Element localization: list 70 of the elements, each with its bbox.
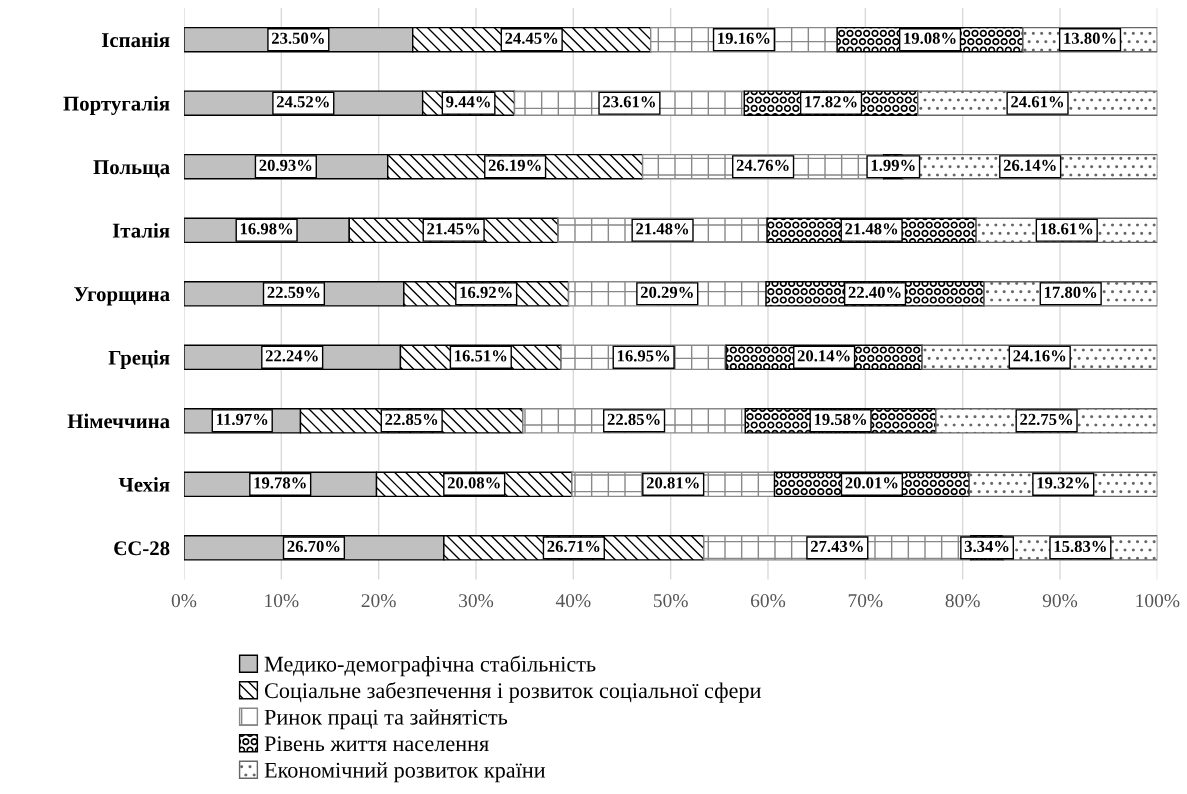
x-tick-label: 30% [459,594,494,608]
data-label: 18.61% [1041,223,1093,235]
data-label: 26.70% [287,540,340,553]
data-label: 9.44% [446,96,490,108]
data-label: 24.16% [1013,350,1066,362]
legend-label: Економічний розвиток країни [264,762,546,783]
data-label: 21.48% [845,223,898,235]
x-tick-label: 70% [848,594,883,608]
x-tick-label: 40% [555,594,591,608]
data-label: 26.19% [488,159,541,171]
y-tick-label: Португалія [63,95,170,115]
y-tick-label: Угорщина [74,287,170,306]
data-label: 15.83% [1054,540,1106,553]
data-label: 20.29% [640,286,693,299]
data-label: 20.14% [797,350,850,362]
data-label: 20.81% [646,477,699,489]
x-tick-label: 90% [1042,594,1078,608]
y-tick-label: Німеччина [67,413,170,429]
y-tick-label: ЄС-28 [114,541,170,556]
y-tick-label: Італія [112,223,170,238]
data-label: 19.78% [254,477,306,489]
data-label: 24.76% [736,159,789,171]
x-tick-label: 100% [1136,594,1180,608]
data-label: 26.71% [547,540,600,553]
data-label: 20.01% [845,477,898,489]
x-tick-label: 0% [171,594,197,608]
data-label: 22.59% [267,286,320,299]
data-label: 20.93% [259,159,312,171]
data-label: 16.92% [460,286,512,299]
data-label: 16.51% [455,350,507,362]
data-label: 22.85% [385,413,438,426]
data-label: 16.95% [617,350,670,362]
y-tick-label: Чехія [118,477,170,492]
legend-label: Рівень життя населення [264,736,489,752]
data-label: 13.80% [1064,32,1116,44]
data-label: 17.80% [1044,286,1097,299]
y-tick-label: Греція [108,350,170,369]
data-label: 22.24% [265,350,318,362]
data-label: 23.61% [603,96,655,108]
data-label: 21.45% [427,223,480,235]
x-tick-label: 10% [265,594,299,608]
data-label: 11.97% [216,413,268,426]
y-tick-label: Іспанія [101,32,170,48]
data-label: 24.52% [276,96,329,108]
data-label: 16.98% [240,223,293,235]
data-label: 19.08% [904,32,956,44]
legend-label: Ринок праці та зайнятість [264,709,508,730]
y-tick-label: Польща [93,160,170,178]
data-label: 17.82% [805,96,857,108]
data-label: 19.16% [718,32,770,44]
data-label: 20.08% [447,477,500,489]
data-label: 19.58% [814,413,867,426]
data-label: 26.14% [1003,159,1056,171]
data-label: 3.34% [964,540,1009,553]
data-label: 19.32% [1037,477,1089,489]
legend-label: Соціальне забезпечення і розвиток соціальної сфери [264,682,761,703]
data-label: 22.75% [1020,413,1073,426]
x-tick-label: 60% [751,594,786,608]
data-label: 24.61% [1011,96,1064,108]
data-label: 22.85% [607,413,660,426]
x-tick-label: 50% [653,594,688,608]
data-label: 1.99% [871,159,915,171]
legend-label: Медико-демографічна стабільність [264,655,596,677]
x-tick-label: 80% [945,594,980,608]
x-tick-label: 20% [361,594,396,608]
data-label: 27.43% [810,540,863,553]
data-label: 22.40% [848,286,901,299]
data-label: 21.48% [636,223,689,235]
data-label: 23.50% [271,32,324,44]
data-label: 24.45% [505,32,558,44]
